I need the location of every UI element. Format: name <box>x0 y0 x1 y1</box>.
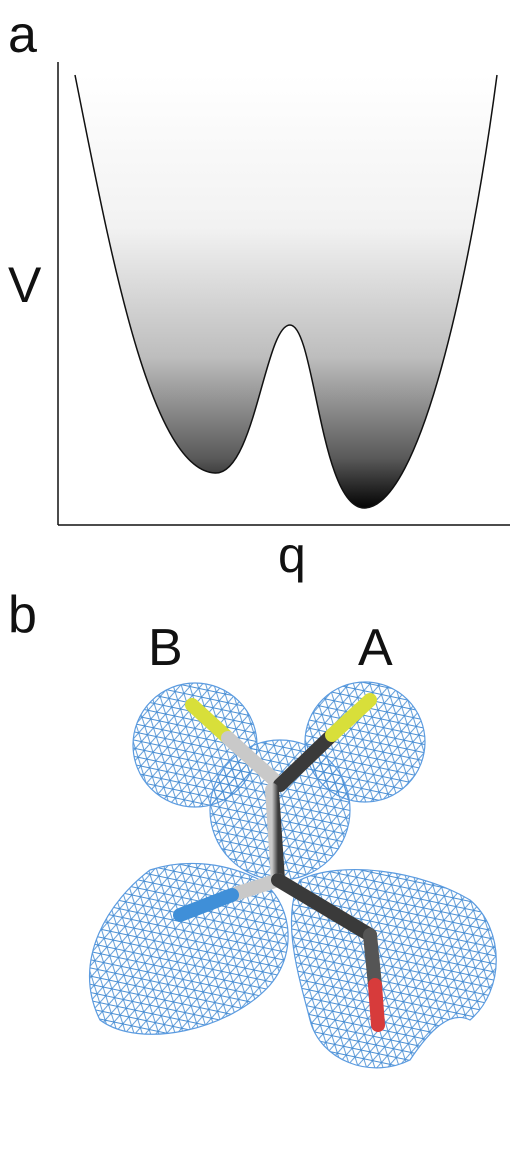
potential-fill <box>75 75 497 508</box>
panel-label: a <box>8 6 37 64</box>
y-axis-label: V <box>8 257 42 313</box>
density-mesh <box>90 682 497 1068</box>
figure: a V q b B A <box>0 0 510 1167</box>
panel-label: b <box>8 586 37 644</box>
conformer-label: A <box>358 619 393 677</box>
conformer-label: B <box>148 619 183 677</box>
x-axis-label: q <box>278 527 306 583</box>
